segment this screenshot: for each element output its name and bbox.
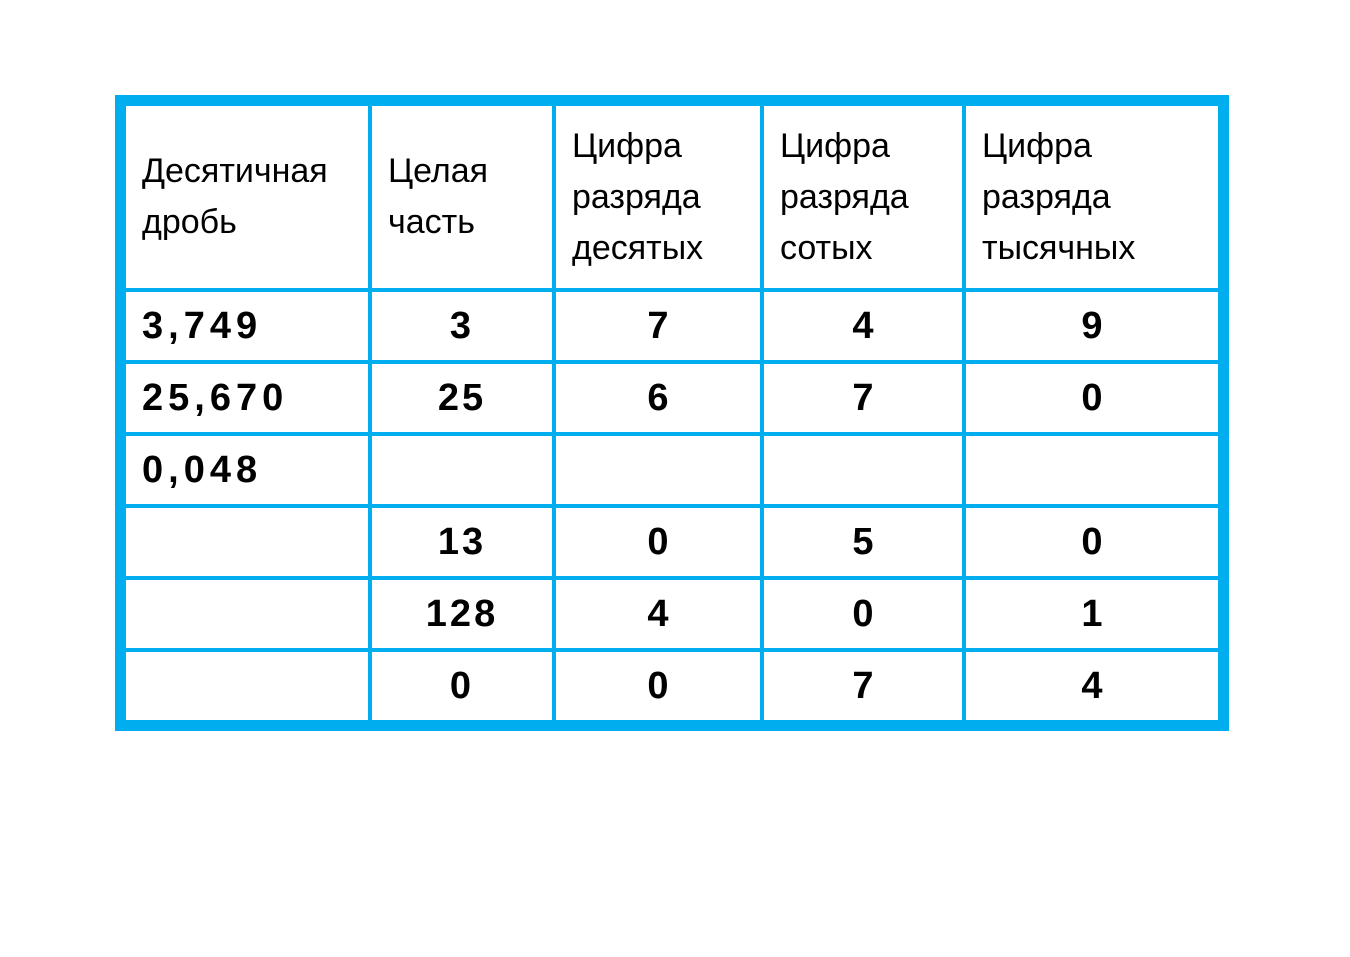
cell-tenths: 0 [554,506,762,578]
cell-tenths: 7 [554,290,762,362]
cell-hundredths: 7 [762,650,964,722]
cell-decimal [124,650,370,722]
table-row: 3,749 3 7 4 9 [124,290,1220,362]
cell-hundredths: 4 [762,290,964,362]
cell-tenths: 4 [554,578,762,650]
table-row: 0,048 [124,434,1220,506]
col-header-thousandths: Цифраразрядатысячных [964,104,1220,290]
cell-thousandths: 1 [964,578,1220,650]
cell-thousandths [964,434,1220,506]
cell-decimal [124,578,370,650]
cell-hundredths [762,434,964,506]
col-header-integer: Целаячасть [370,104,554,290]
cell-decimal: 0,048 [124,434,370,506]
cell-decimal: 3,749 [124,290,370,362]
table-row: 25,670 25 6 7 0 [124,362,1220,434]
cell-hundredths: 0 [762,578,964,650]
cell-decimal [124,506,370,578]
cell-integer: 3 [370,290,554,362]
decimals-table-wrap: Десятичнаядробь Целаячасть Цифраразрядад… [115,95,1229,731]
cell-integer: 128 [370,578,554,650]
cell-integer [370,434,554,506]
col-header-decimal: Десятичнаядробь [124,104,370,290]
cell-hundredths: 5 [762,506,964,578]
cell-hundredths: 7 [762,362,964,434]
cell-thousandths: 4 [964,650,1220,722]
table-row: 128 4 0 1 [124,578,1220,650]
col-header-tenths: Цифраразрядадесятых [554,104,762,290]
table-row: 0 0 7 4 [124,650,1220,722]
cell-thousandths: 9 [964,290,1220,362]
table-header-row: Десятичнаядробь Целаячасть Цифраразрядад… [124,104,1220,290]
cell-thousandths: 0 [964,506,1220,578]
cell-tenths [554,434,762,506]
cell-integer: 0 [370,650,554,722]
cell-thousandths: 0 [964,362,1220,434]
cell-decimal: 25,670 [124,362,370,434]
decimals-table: Десятичнаядробь Целаячасть Цифраразрядад… [122,102,1222,724]
cell-tenths: 6 [554,362,762,434]
table-row: 13 0 5 0 [124,506,1220,578]
cell-integer: 25 [370,362,554,434]
cell-tenths: 0 [554,650,762,722]
cell-integer: 13 [370,506,554,578]
col-header-hundredths: Цифраразрядасотых [762,104,964,290]
